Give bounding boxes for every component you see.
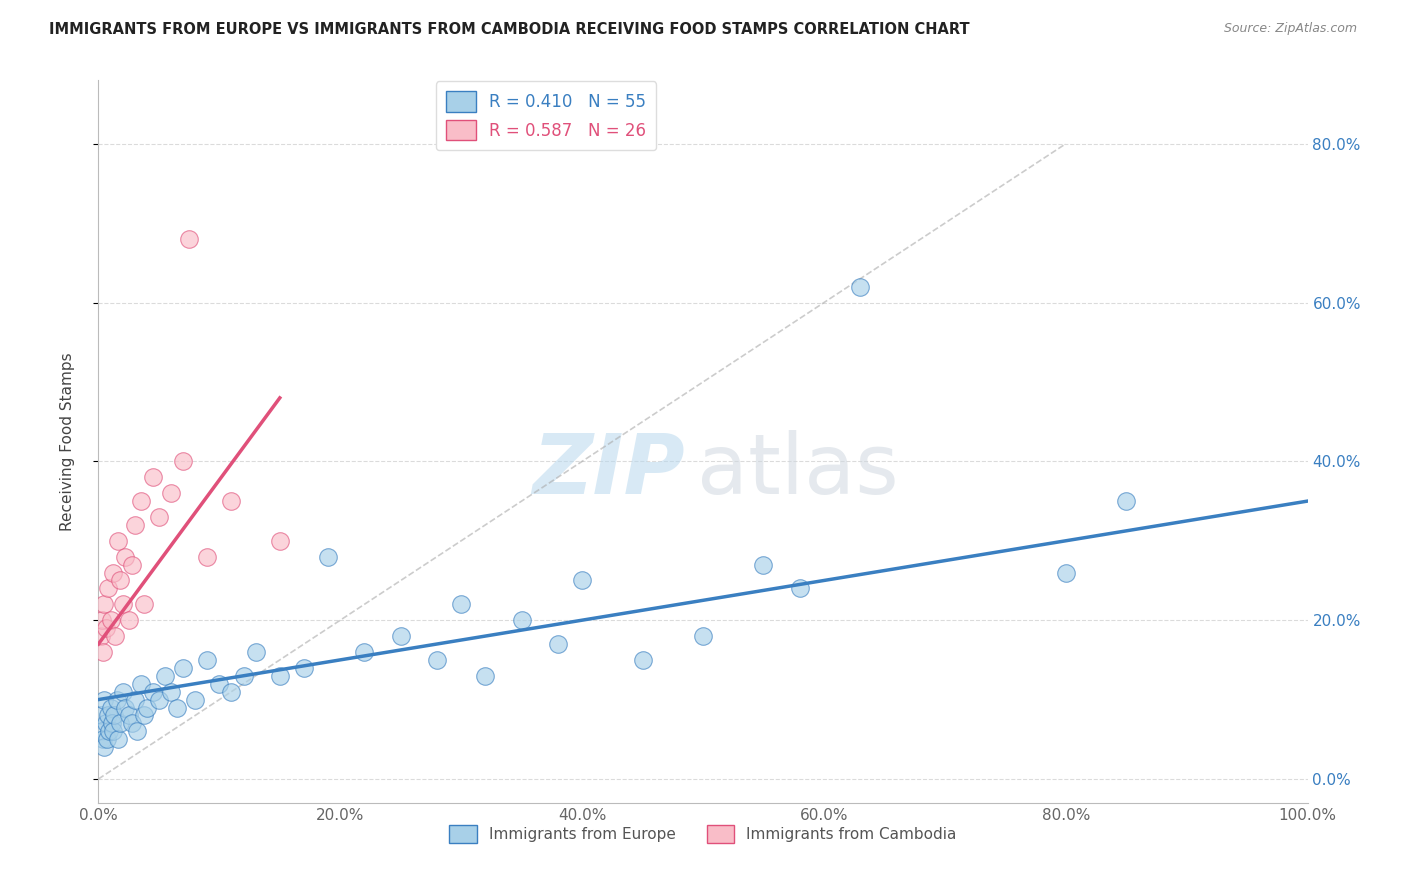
Point <box>96 732 118 747</box>
Point <box>269 533 291 548</box>
Point <box>93 740 115 755</box>
Point <box>547 637 569 651</box>
Point <box>166 700 188 714</box>
Point <box>160 486 183 500</box>
Point <box>108 574 131 588</box>
Point <box>1054 566 1077 580</box>
Point <box>752 558 775 572</box>
Point <box>100 716 122 731</box>
Point <box>134 597 156 611</box>
Point <box>232 669 254 683</box>
Point <box>103 708 125 723</box>
Point <box>114 700 136 714</box>
Point <box>450 597 472 611</box>
Point <box>849 279 872 293</box>
Point <box>221 684 243 698</box>
Point <box>101 724 124 739</box>
Point <box>91 645 114 659</box>
Point <box>124 517 146 532</box>
Point <box>172 661 194 675</box>
Point <box>148 692 170 706</box>
Y-axis label: Receiving Food Stamps: Receiving Food Stamps <box>60 352 75 531</box>
Point <box>121 716 143 731</box>
Point <box>142 470 165 484</box>
Point <box>571 574 593 588</box>
Point <box>127 724 149 739</box>
Point <box>107 533 129 548</box>
Point <box>353 645 375 659</box>
Point <box>93 597 115 611</box>
Point <box>93 692 115 706</box>
Point <box>510 613 533 627</box>
Point <box>135 700 157 714</box>
Point <box>631 653 654 667</box>
Point <box>90 629 112 643</box>
Point <box>104 629 127 643</box>
Point <box>124 692 146 706</box>
Point <box>142 684 165 698</box>
Point <box>97 708 120 723</box>
Point <box>153 669 176 683</box>
Point <box>94 621 117 635</box>
Point <box>208 676 231 690</box>
Point <box>148 510 170 524</box>
Point <box>292 661 315 675</box>
Point <box>91 613 114 627</box>
Point <box>789 582 811 596</box>
Point <box>97 582 120 596</box>
Text: IMMIGRANTS FROM EUROPE VS IMMIGRANTS FROM CAMBODIA RECEIVING FOOD STAMPS CORRELA: IMMIGRANTS FROM EUROPE VS IMMIGRANTS FRO… <box>49 22 970 37</box>
Point <box>692 629 714 643</box>
Point <box>121 558 143 572</box>
Point <box>129 676 152 690</box>
Point <box>118 708 141 723</box>
Point <box>129 494 152 508</box>
Point <box>105 692 128 706</box>
Point <box>90 708 112 723</box>
Point <box>100 700 122 714</box>
Point <box>101 566 124 580</box>
Point <box>474 669 496 683</box>
Point <box>316 549 339 564</box>
Point <box>91 724 114 739</box>
Point <box>1115 494 1137 508</box>
Point <box>111 684 134 698</box>
Point <box>195 549 218 564</box>
Point <box>160 684 183 698</box>
Point <box>94 716 117 731</box>
Point <box>245 645 267 659</box>
Point <box>118 613 141 627</box>
Point <box>98 724 121 739</box>
Point <box>184 692 207 706</box>
Text: atlas: atlas <box>697 430 898 511</box>
Point <box>426 653 449 667</box>
Point <box>100 613 122 627</box>
Point <box>107 732 129 747</box>
Point <box>91 732 114 747</box>
Text: ZIP: ZIP <box>533 430 685 511</box>
Point <box>221 494 243 508</box>
Point <box>179 232 201 246</box>
Point <box>134 708 156 723</box>
Point <box>389 629 412 643</box>
Point <box>114 549 136 564</box>
Point <box>172 454 194 468</box>
Point <box>111 597 134 611</box>
Point <box>108 716 131 731</box>
Text: Source: ZipAtlas.com: Source: ZipAtlas.com <box>1223 22 1357 36</box>
Point <box>195 653 218 667</box>
Point <box>269 669 291 683</box>
Legend: Immigrants from Europe, Immigrants from Cambodia: Immigrants from Europe, Immigrants from … <box>443 819 963 849</box>
